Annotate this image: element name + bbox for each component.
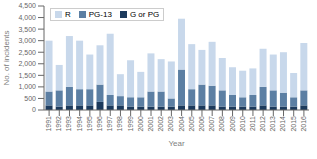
html-text:G or PG: G or PG	[129, 10, 160, 19]
svg-text:Year: Year	[168, 139, 185, 148]
html-text:R: R	[65, 10, 71, 19]
svg-text:2005: 2005	[188, 116, 195, 132]
svg-text:1999: 1999	[127, 116, 134, 132]
svg-text:2002: 2002	[157, 116, 164, 132]
svg-text:3,500: 3,500	[18, 26, 36, 33]
svg-text:1992: 1992	[55, 116, 62, 132]
svg-text:2012: 2012	[259, 116, 266, 132]
svg-text:500: 500	[24, 95, 36, 102]
svg-text:1993: 1993	[65, 116, 72, 132]
svg-text:2013: 2013	[269, 116, 276, 132]
svg-text:2004: 2004	[178, 116, 185, 132]
svg-text:1995: 1995	[86, 116, 93, 132]
svg-text:2001: 2001	[147, 116, 154, 132]
svg-text:2010: 2010	[239, 116, 246, 132]
svg-text:1996: 1996	[96, 116, 103, 132]
svg-text:0: 0	[32, 106, 36, 113]
svg-text:2008: 2008	[218, 116, 225, 132]
svg-text:2009: 2009	[229, 116, 236, 132]
svg-text:2007: 2007	[208, 116, 215, 132]
svg-text:4,000: 4,000	[18, 14, 36, 21]
html-text:PG-13: PG-13	[88, 10, 112, 19]
svg-text:3,000: 3,000	[18, 37, 36, 44]
svg-text:2003: 2003	[167, 116, 174, 132]
svg-text:2000: 2000	[137, 116, 144, 132]
svg-text:1997: 1997	[106, 116, 113, 132]
svg-text:2,500: 2,500	[18, 49, 36, 56]
svg-text:2006: 2006	[198, 116, 205, 132]
svg-text:No. of incidents: No. of incidents	[8, 30, 11, 85]
svg-text:2,000: 2,000	[18, 60, 36, 67]
svg-text:1994: 1994	[76, 116, 83, 132]
svg-text:2011: 2011	[249, 116, 256, 131]
svg-text:1998: 1998	[116, 116, 123, 132]
svg-text:1,000: 1,000	[18, 83, 36, 90]
svg-text:2014: 2014	[279, 116, 286, 132]
svg-text:2016: 2016	[300, 116, 307, 132]
svg-text:1,500: 1,500	[18, 72, 36, 79]
svg-text:2015: 2015	[290, 116, 297, 132]
svg-text:1991: 1991	[45, 116, 52, 132]
svg-text:4,500: 4,500	[18, 2, 36, 9]
